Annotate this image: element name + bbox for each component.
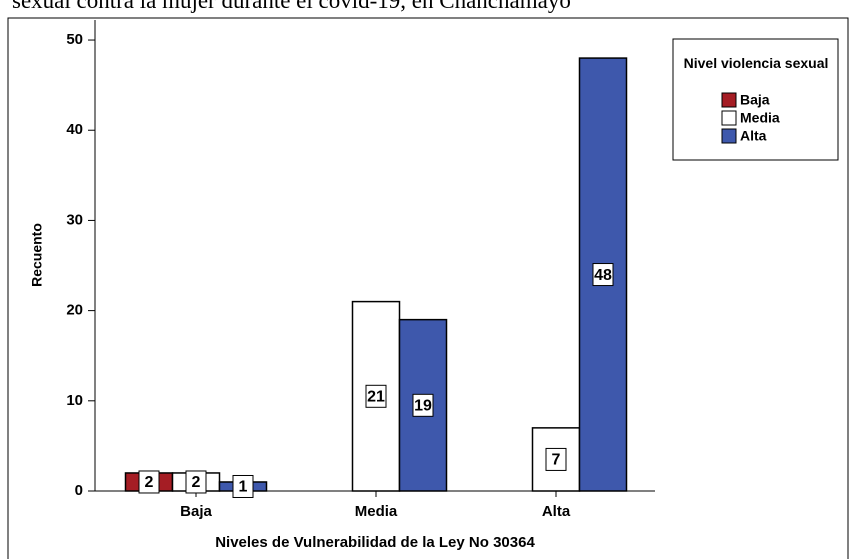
- legend-label: Media: [740, 110, 780, 126]
- value-label: 1: [239, 479, 248, 496]
- value-label: 7: [552, 452, 561, 469]
- value-label-box: [232, 474, 254, 498]
- value-label-box: [412, 393, 434, 417]
- legend-swatch: [721, 110, 737, 126]
- y-tick-label: 20: [66, 302, 83, 319]
- x-tick-label: Media: [355, 503, 398, 520]
- value-label: 2: [145, 474, 154, 491]
- x-tick-label: Alta: [542, 503, 571, 520]
- y-tick-label: 30: [66, 211, 83, 228]
- value-label: 21: [367, 389, 385, 406]
- value-label-box: [365, 384, 387, 408]
- value-label: 2: [192, 474, 201, 491]
- value-label: 48: [594, 267, 612, 284]
- value-label-box: [185, 470, 207, 494]
- legend-label: Baja: [740, 92, 770, 108]
- legend-box: [672, 38, 839, 161]
- bar: [398, 318, 448, 492]
- value-label-box: [545, 447, 567, 471]
- value-label-box: [138, 470, 160, 494]
- x-tick-label: Baja: [180, 503, 212, 520]
- y-tick-label: 50: [66, 31, 83, 48]
- chart-title: sexual contra la mujer durante el covid-…: [12, 0, 571, 13]
- legend-swatch: [721, 128, 737, 144]
- y-tick-label: 40: [66, 121, 83, 138]
- legend-swatch: [721, 92, 737, 108]
- chart-frame: [7, 17, 849, 559]
- legend-title: Nivel violencia sexual: [683, 55, 829, 71]
- y-axis-label: Recuento: [29, 223, 45, 287]
- value-label: 19: [414, 398, 432, 415]
- y-tick-label: 10: [66, 392, 83, 409]
- value-label-box: [592, 263, 614, 287]
- y-tick-label: 0: [75, 482, 83, 499]
- x-axis-label: Niveles de Vulnerabilidad de la Ley No 3…: [215, 534, 535, 551]
- legend-label: Alta: [740, 128, 767, 144]
